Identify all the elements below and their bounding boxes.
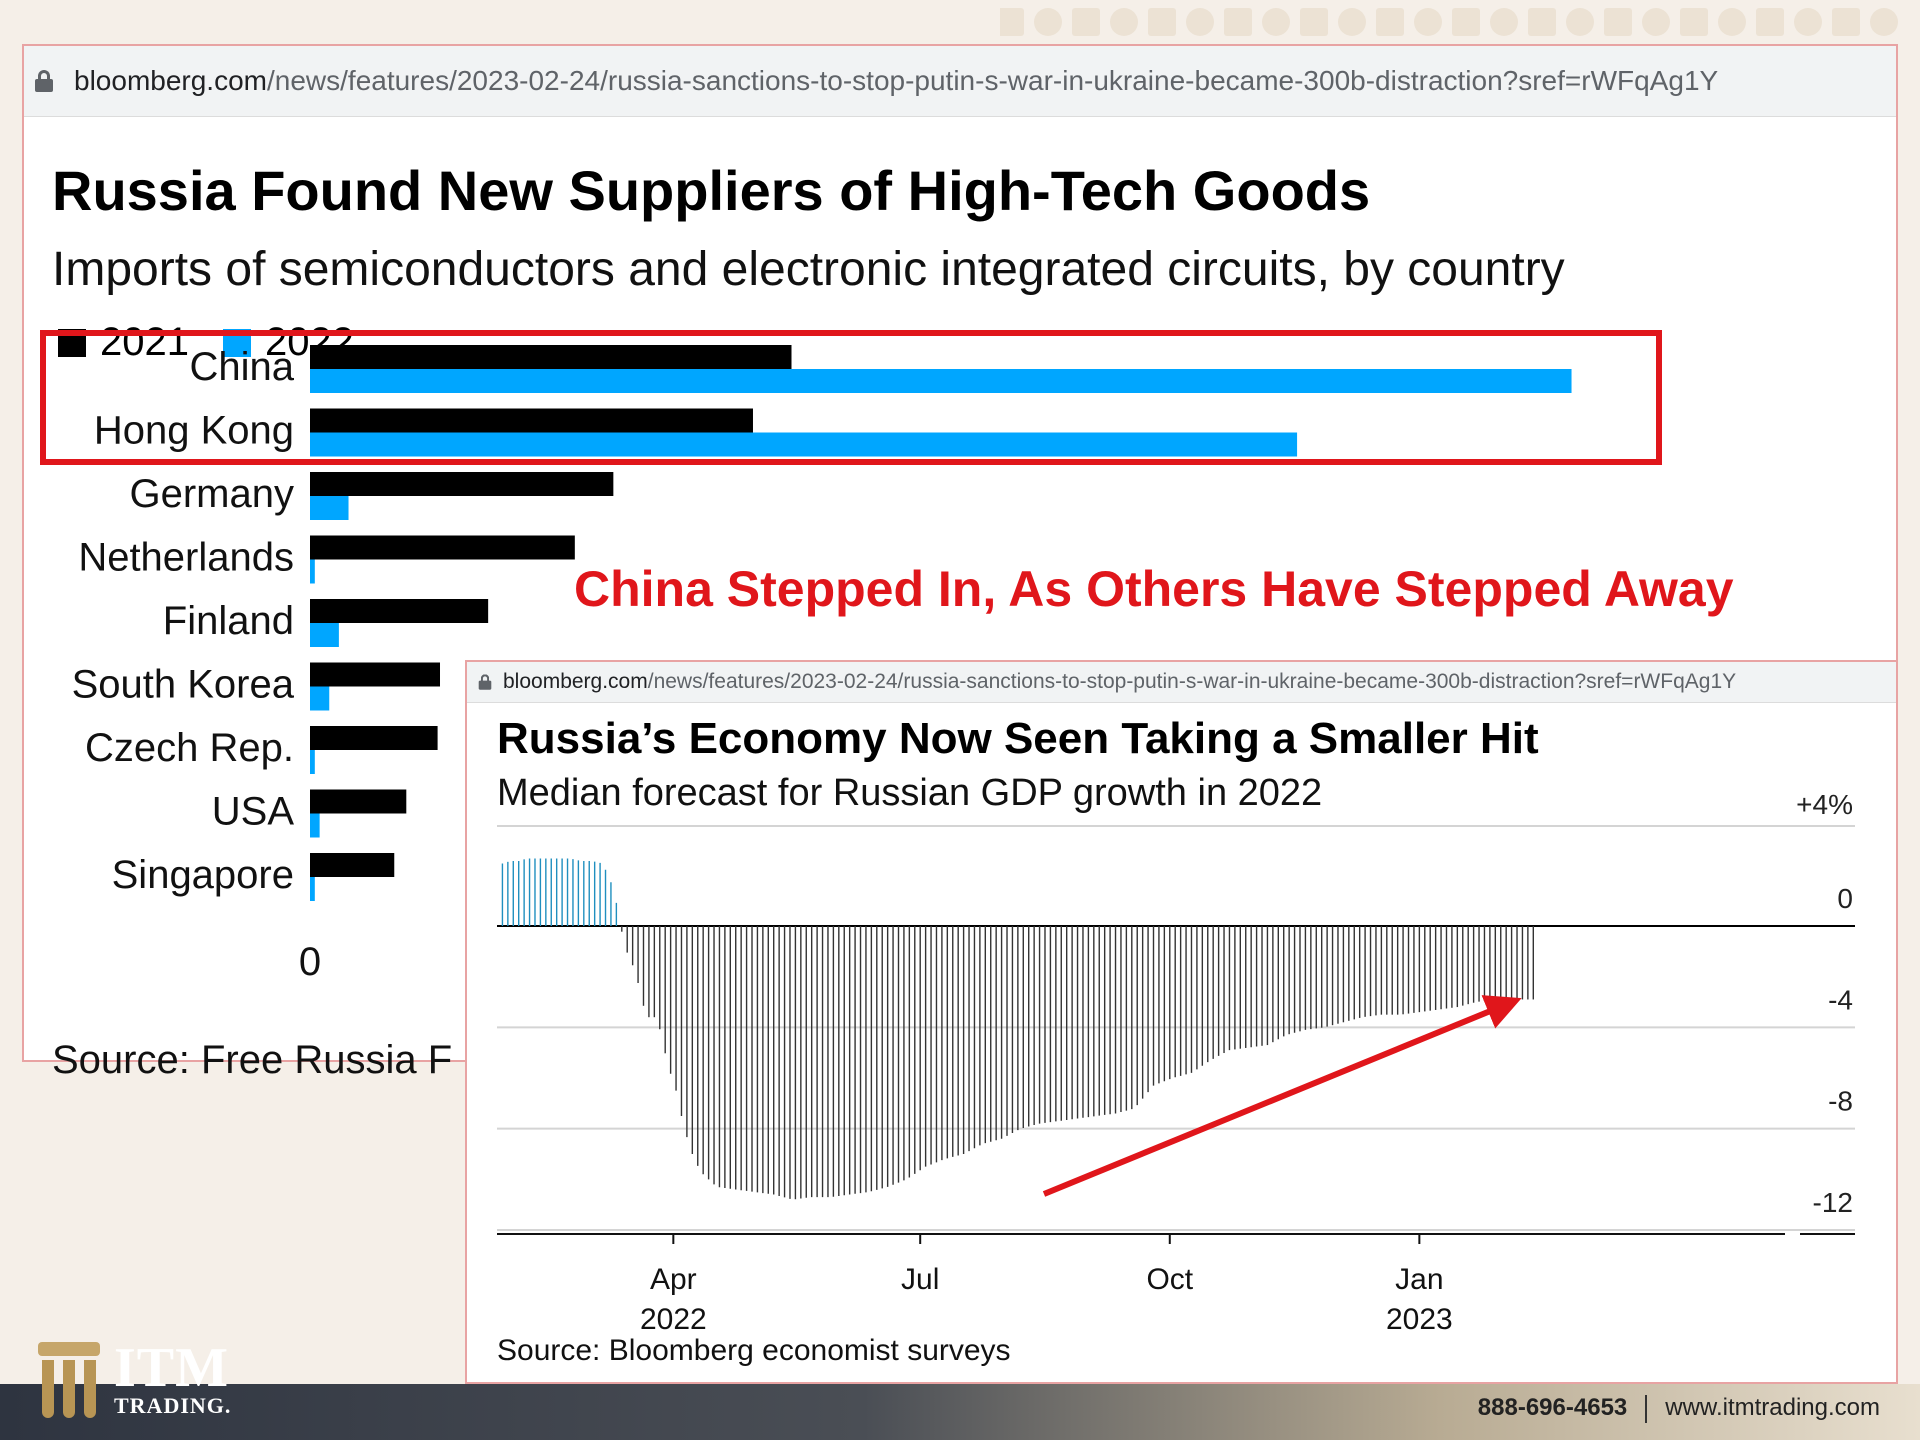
category-label: China: [189, 345, 294, 389]
browser-url-bar[interactable]: bloomberg.com/news/features/2023-02-24/r…: [467, 662, 1896, 703]
browser-url-bar[interactable]: bloomberg.com/news/features/2023-02-24/r…: [24, 46, 1896, 117]
logo-line2: TRADING.: [114, 1393, 232, 1418]
footer-website[interactable]: www.itmtrading.com: [1665, 1394, 1880, 1421]
chart-source: Source: Bloomberg economist surveys: [497, 1334, 1011, 1367]
url-text: bloomberg.com/news/features/2023-02-24/r…: [503, 670, 1736, 694]
category-label: Finland: [163, 599, 294, 643]
bar-2021: [310, 662, 441, 687]
y-tick-label: -12: [1813, 1187, 1853, 1218]
bar-2022: [310, 496, 349, 520]
bar-2021: [310, 535, 575, 560]
category-label: Germany: [130, 472, 295, 516]
lock-icon: [34, 70, 54, 92]
gdp-chart-panel: bloomberg.com/news/features/2023-02-24/r…: [465, 660, 1898, 1384]
bar-2022: [310, 813, 320, 838]
x-tick-sublabel: 2022: [640, 1303, 707, 1336]
bar-2022: [310, 369, 1572, 393]
x-tick-label: Jul: [901, 1263, 939, 1296]
bar-2021: [310, 789, 407, 814]
url-host: bloomberg.com: [74, 65, 267, 96]
background-decoration: [1000, 8, 1898, 36]
bar-2022: [310, 623, 339, 647]
category-label: Czech Rep.: [85, 726, 294, 770]
url-path: /news/features/2023-02-24/russia-sanctio…: [647, 670, 1737, 693]
chart-title: Russia Found New Suppliers of High-Tech …: [52, 159, 1371, 222]
bar-2021: [310, 345, 792, 369]
bar-2021: [310, 853, 395, 877]
x-tick-label: Apr: [650, 1263, 697, 1296]
logo-line1: ITM: [114, 1337, 229, 1399]
column-logo-icon: [38, 1342, 100, 1418]
bar-2021: [310, 599, 489, 623]
bar-2022: [310, 686, 330, 711]
category-label: USA: [212, 790, 295, 834]
bar-2022: [310, 559, 315, 584]
y-tick-label: -8: [1828, 1086, 1853, 1117]
chart-legend: 2021 2022: [58, 320, 388, 365]
url-path: /news/features/2023-02-24/russia-sanctio…: [266, 65, 1719, 96]
footer-bar: [0, 1384, 1920, 1440]
footer-divider: [1645, 1394, 1648, 1423]
footer-phone[interactable]: 888-696-4653: [1477, 1394, 1628, 1421]
x-tick-label: Jan: [1395, 1263, 1443, 1296]
logo-wordmark: ITM TRADING.: [114, 1337, 232, 1418]
bar-2021: [310, 472, 614, 496]
url-text: bloomberg.com/news/features/2023-02-24/r…: [74, 65, 1718, 97]
bar-2022: [310, 877, 315, 901]
chart-subtitle: Imports of semiconductors and electronic…: [52, 243, 1565, 296]
annotation-callout: China Stepped In, As Others Have Stepped…: [574, 561, 1734, 617]
gdp-forecast-chart: +4% 0 -4 -8 -12 Apr 2022 Jul Oct Jan 2023: [497, 789, 1855, 1336]
x-tick-label: Oct: [1146, 1263, 1193, 1296]
x-tick-sublabel: 2023: [1386, 1303, 1453, 1336]
legend-label-2021: 2021: [100, 320, 189, 364]
legend-item-2021: 2021: [58, 320, 189, 365]
import-bar-chart: China Hong Kong Germany Netherlands Finland S…: [40, 330, 1662, 984]
bar-2022: [310, 432, 1298, 457]
category-label: Singapore: [112, 853, 294, 897]
lock-icon: [478, 674, 492, 690]
highlight-box: [40, 330, 1662, 465]
url-host: bloomberg.com: [503, 670, 648, 693]
chart-subtitle: Median forecast for Russian GDP growth i…: [497, 772, 1323, 814]
category-label: Netherlands: [78, 536, 294, 580]
bar-2021: [310, 408, 753, 433]
category-label: South Korea: [72, 663, 295, 707]
y-tick-label: +4%: [1796, 789, 1853, 820]
x-tick-label: 0: [299, 940, 321, 984]
bar-2021: [310, 726, 438, 750]
footer-contact: 888-696-4653 www.itmtrading.com: [1478, 1394, 1880, 1423]
y-tick-label: 0: [1837, 883, 1853, 914]
category-label: Hong Kong: [94, 409, 294, 453]
legend-item-2022: 2022: [222, 320, 354, 365]
y-tick-label: -4: [1828, 984, 1853, 1015]
bar-2022: [310, 750, 315, 774]
chart-source: Source: Free Russia F: [52, 1038, 453, 1082]
chart-title: Russia’s Economy Now Seen Taking a Small…: [497, 714, 1539, 763]
trend-arrow: [1042, 995, 1522, 1197]
itm-logo: ITM TRADING.: [38, 1337, 232, 1418]
